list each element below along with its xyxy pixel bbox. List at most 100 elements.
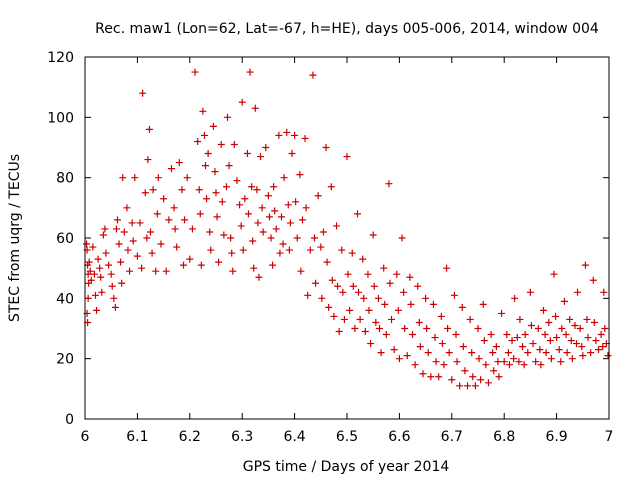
data-point	[113, 216, 121, 224]
data-point	[600, 288, 608, 296]
y-tick-label: 120	[47, 50, 74, 66]
data-point	[555, 346, 563, 354]
data-point	[272, 225, 280, 233]
data-point	[318, 294, 326, 302]
data-point	[262, 144, 270, 151]
data-point	[505, 361, 513, 369]
data-point	[319, 228, 327, 236]
data-point	[519, 343, 527, 351]
data-point	[448, 376, 456, 384]
x-tick-label: 6.9	[545, 429, 567, 445]
data-point	[118, 279, 126, 287]
data-point	[180, 261, 188, 269]
data-point	[563, 349, 571, 357]
data-point	[85, 258, 93, 266]
data-point	[515, 358, 523, 366]
data-point	[91, 291, 99, 299]
data-point	[148, 249, 156, 257]
data-point	[474, 325, 482, 332]
data-point	[338, 246, 346, 254]
data-point	[84, 294, 92, 302]
data-point	[246, 68, 254, 76]
data-point	[346, 306, 354, 314]
data-point	[393, 270, 401, 278]
data-point	[489, 349, 497, 357]
data-point	[317, 243, 325, 251]
x-tick-label: 6.8	[493, 429, 515, 445]
data-point	[225, 162, 233, 170]
data-point	[110, 294, 118, 302]
data-point	[209, 122, 217, 130]
data-point	[115, 240, 123, 248]
data-point	[280, 174, 288, 182]
x-axis-label: GPS time / Days of year 2014	[243, 459, 450, 475]
data-point	[444, 325, 452, 332]
data-point	[370, 282, 378, 290]
data-point	[217, 140, 225, 148]
data-point	[540, 306, 547, 314]
data-point	[186, 255, 194, 263]
data-point	[459, 343, 467, 351]
data-point	[167, 165, 175, 173]
data-point	[521, 331, 529, 339]
data-point	[102, 249, 110, 257]
data-point	[203, 195, 211, 203]
data-point	[550, 270, 558, 278]
data-point	[344, 270, 352, 278]
data-point	[427, 373, 435, 381]
data-point	[250, 264, 258, 272]
data-point	[255, 273, 263, 281]
data-point	[581, 261, 589, 269]
data-point	[469, 373, 477, 381]
data-point	[108, 282, 116, 290]
data-point	[325, 303, 333, 311]
x-tick-label: 6.4	[283, 429, 305, 445]
data-point	[278, 213, 285, 221]
y-axis-label: STEC from uqrg / TECUs	[7, 154, 23, 322]
data-point	[271, 207, 279, 215]
data-point	[293, 234, 301, 242]
data-point	[520, 361, 528, 369]
data-point	[388, 315, 396, 323]
data-point	[590, 318, 598, 326]
data-point	[202, 162, 210, 170]
data-point	[403, 352, 411, 360]
data-point	[584, 334, 592, 342]
data-point	[284, 201, 292, 209]
data-point	[323, 258, 331, 266]
data-point	[385, 180, 393, 188]
data-point	[587, 349, 595, 357]
data-point	[360, 294, 368, 302]
data-point	[359, 255, 367, 263]
data-point	[97, 273, 105, 281]
data-point	[249, 237, 257, 245]
data-point	[87, 276, 95, 284]
data-point	[93, 306, 101, 314]
data-point	[171, 225, 179, 233]
data-point	[511, 294, 519, 302]
data-point	[340, 315, 348, 323]
data-point	[296, 171, 304, 179]
data-point	[414, 282, 422, 290]
data-point	[479, 300, 487, 308]
data-point	[124, 246, 132, 254]
data-point	[458, 303, 466, 311]
data-point	[411, 361, 419, 369]
data-point	[435, 373, 443, 381]
data-point	[253, 186, 261, 194]
data-point	[152, 267, 160, 275]
data-point	[258, 204, 266, 212]
data-point	[361, 328, 369, 336]
data-point	[432, 358, 440, 366]
data-point	[191, 68, 199, 76]
data-point	[178, 186, 186, 194]
y-tick-label: 80	[56, 171, 74, 187]
data-point	[573, 340, 581, 348]
data-point	[380, 264, 388, 272]
data-point	[484, 379, 492, 387]
x-tick-label: 6.6	[388, 429, 410, 445]
data-point	[480, 337, 488, 345]
data-point	[415, 318, 423, 326]
data-point	[236, 201, 244, 209]
data-point	[334, 282, 342, 290]
